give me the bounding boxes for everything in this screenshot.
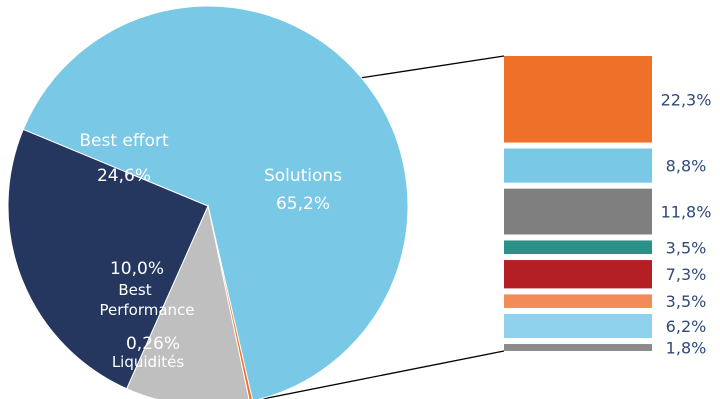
pie-slice-best-effort bbox=[7, 128, 209, 390]
bar-segment-1 bbox=[504, 56, 652, 143]
pie-value-solutions: 65,2% bbox=[276, 194, 330, 214]
bar-segment-5 bbox=[504, 260, 652, 289]
bar-value-label-3: 11,8% bbox=[661, 203, 712, 222]
bar-segment-6 bbox=[504, 294, 652, 308]
pie-chart bbox=[7, 5, 409, 399]
bar-segment-2 bbox=[504, 148, 652, 183]
pie-label-best-performance-line2: Performance bbox=[99, 301, 194, 319]
connector-line-bottom bbox=[259, 350, 505, 399]
bar-value-label-1: 22,3% bbox=[661, 90, 712, 109]
bar-value-label-2: 8,8% bbox=[666, 157, 707, 176]
chart-labels: Solutions 65,2% Best effort 24,6% 10,0% Best P… bbox=[79, 90, 711, 371]
pie-slice-solutions bbox=[22, 5, 409, 399]
pie-slice-best-performance bbox=[126, 204, 250, 399]
bar-value-label-4: 3,5% bbox=[666, 238, 707, 257]
pie-value-best-performance: 10,0% bbox=[110, 259, 164, 279]
bar-segment-3 bbox=[504, 188, 652, 235]
pie-label-solutions: Solutions bbox=[264, 166, 342, 186]
bar-segment-7 bbox=[504, 313, 652, 339]
pie-label-best-performance-line1: Best bbox=[118, 281, 151, 299]
bar-value-label-5: 7,3% bbox=[666, 265, 707, 284]
pie-value-liquidites: 0,26% bbox=[126, 334, 180, 354]
stacked-bar-chart bbox=[504, 56, 652, 351]
bar-value-label-8: 1,8% bbox=[666, 339, 707, 358]
bar-value-label-6: 3,5% bbox=[666, 292, 707, 311]
bar-value-label-7: 6,2% bbox=[666, 317, 707, 336]
bar-segment-8 bbox=[504, 344, 652, 351]
bar-segment-4 bbox=[504, 240, 652, 255]
pie-value-best-effort: 24,6% bbox=[97, 166, 151, 186]
pie-label-liquidites: Liquidités bbox=[112, 353, 185, 371]
pie-label-best-effort: Best effort bbox=[79, 131, 169, 151]
